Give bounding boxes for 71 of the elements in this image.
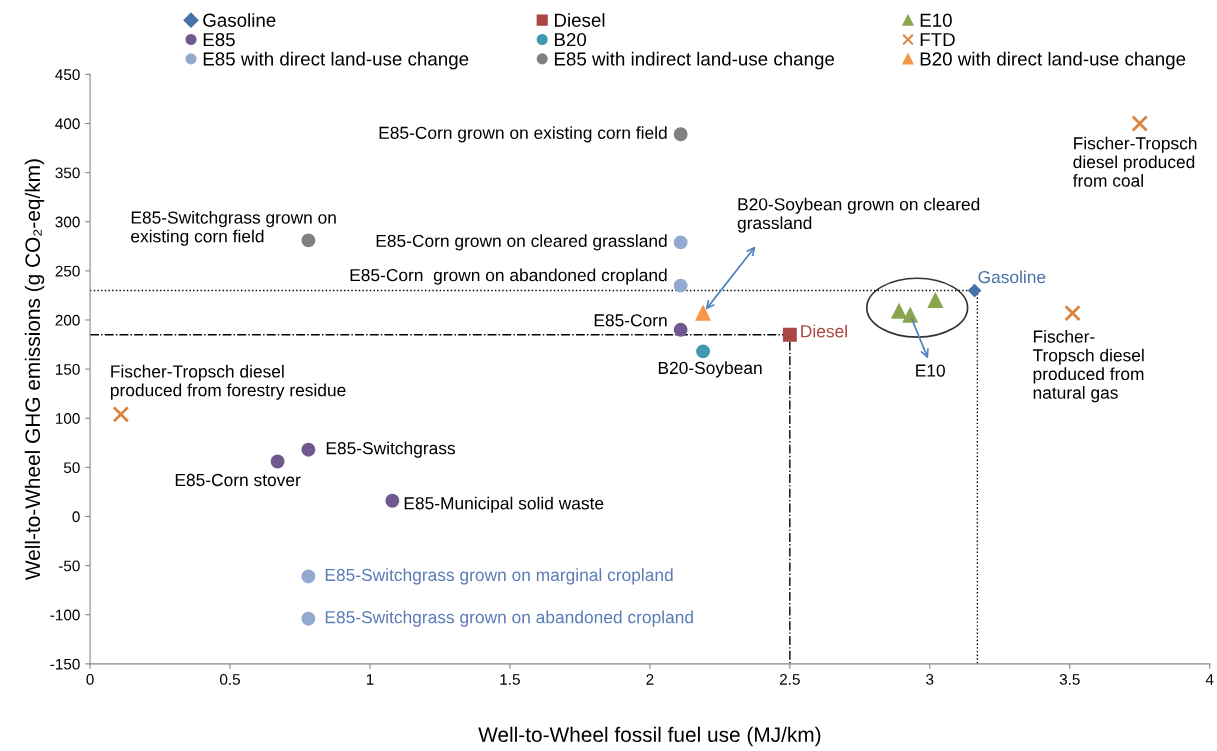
annotation: E85-Municipal solid waste xyxy=(404,496,604,513)
annotation: E85-Switchgrass grown on existing corn field xyxy=(131,210,336,246)
y-tick-label: 250 xyxy=(55,265,80,277)
point xyxy=(385,493,400,508)
point xyxy=(902,307,918,323)
point xyxy=(673,278,688,293)
x-tick-label: 3.5 xyxy=(1059,674,1080,685)
point xyxy=(301,442,316,457)
point xyxy=(696,344,711,359)
annotation: E85-Switchgrass grown on abandoned cropland xyxy=(325,610,693,627)
legend-label: E10 xyxy=(920,13,952,27)
point xyxy=(927,292,944,308)
point xyxy=(782,327,797,342)
annotation: B20-Soybean xyxy=(658,361,762,378)
annotation: B20-Soybean grown on cleared grassland xyxy=(737,197,980,233)
point xyxy=(967,283,982,298)
annotation: E85-Corn grown on existing corn field xyxy=(379,126,667,143)
y-tick-label: 0 xyxy=(72,511,80,523)
x-tick-label: 0 xyxy=(86,674,94,685)
y-tick-label: 450 xyxy=(55,69,80,81)
x-axis-title: Well-to-Wheel fossil fuel use (MJ/km) xyxy=(478,726,821,747)
annotation: E85-Corn grown on cleared grassland xyxy=(376,234,667,251)
y-tick-label: 200 xyxy=(55,314,80,326)
y-tick-label: 400 xyxy=(55,118,80,130)
x-tick-label: 4 xyxy=(1205,674,1214,685)
annotation: E85-Switchgrass grown on marginal cropland xyxy=(325,568,673,585)
annotation: Fischer-Tropsch diesel produced from forestry residue xyxy=(110,364,346,400)
annotation: Fischer- Tropsch diesel produced from natural gas xyxy=(1032,329,1144,403)
annotation: Gasoline xyxy=(978,270,1046,284)
y-axis-title: Well-to-Wheel GHG emissions (g CO₂-eq/km) xyxy=(24,159,45,581)
point xyxy=(270,454,285,469)
point xyxy=(1064,304,1081,322)
y-tick-label: 100 xyxy=(56,413,80,424)
point xyxy=(112,405,130,423)
point xyxy=(673,322,688,337)
y-tick-label: 300 xyxy=(55,216,80,228)
annotation: E85-Corn stover xyxy=(175,473,301,487)
legend-label: B20 xyxy=(554,32,587,47)
legend-label: E85 with indirect land-use change xyxy=(554,51,835,70)
legend-label: E85 with direct land-use change xyxy=(203,51,469,70)
annotation: Fischer-Tropsch diesel produced from coal xyxy=(1072,136,1197,187)
y-tick-label: -50 xyxy=(58,560,80,572)
annotation: E85-Corn xyxy=(594,314,667,327)
x-tick-label: 2.5 xyxy=(779,674,800,685)
point xyxy=(673,235,688,250)
legend-label: FTD xyxy=(920,33,955,47)
legend-label: E85 xyxy=(203,32,235,47)
annotation: E85-Corn grown on abandoned cropland xyxy=(350,268,667,285)
point xyxy=(301,233,316,248)
y-tick-label: 350 xyxy=(55,167,80,179)
legend-label: B20 with direct land-use change xyxy=(920,51,1186,70)
y-tick-label: 150 xyxy=(56,363,80,375)
annotation: E85-Switchgrass xyxy=(326,441,456,458)
x-tick-label: 3 xyxy=(926,674,934,685)
point xyxy=(301,611,316,626)
y-tick-label: 50 xyxy=(63,462,80,474)
y-tick-label: -100 xyxy=(50,609,80,621)
point xyxy=(1131,115,1149,132)
x-tick-label: 1 xyxy=(366,674,374,685)
point xyxy=(891,303,907,319)
legend-label: Diesel xyxy=(554,13,605,27)
x-tick-label: 0.5 xyxy=(219,674,240,685)
x-tick-label: 2 xyxy=(646,674,654,685)
legend-label: Gasoline xyxy=(203,13,276,27)
point xyxy=(695,305,711,321)
point xyxy=(673,127,688,142)
annotation: E10 xyxy=(916,364,945,377)
x-tick-label: 1.5 xyxy=(500,674,520,685)
annotation: Diesel xyxy=(801,324,847,338)
point xyxy=(301,569,316,584)
y-tick-label: -150 xyxy=(50,658,80,670)
